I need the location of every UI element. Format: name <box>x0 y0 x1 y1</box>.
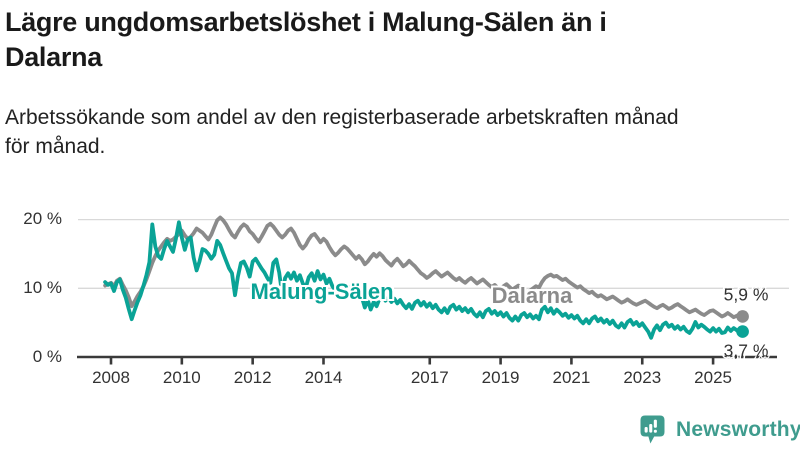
y-axis-label-20: 20 % <box>23 209 62 229</box>
y-axis-label-0: 0 % <box>32 346 62 366</box>
series-label-malung-s-len: Malung-Sälen <box>250 279 394 304</box>
x-axis-label-2014: 2014 <box>304 368 343 387</box>
chart-subtitle: Arbetssökande som andel av den registerb… <box>5 103 785 161</box>
newsworthy-wordmark: Newsworthy <box>676 418 800 441</box>
x-axis-label-2010: 2010 <box>162 368 201 387</box>
newsworthy-logo: Newsworthy <box>640 415 800 445</box>
y-axis-label-10: 10 % <box>23 277 62 297</box>
x-axis-label-2025: 2025 <box>694 368 732 387</box>
page-title: Lägre ungdomsarbetslöshet i Malung-Sälen… <box>5 5 785 75</box>
x-axis-label-2012: 2012 <box>233 368 272 387</box>
page-title-line2: Dalarna <box>5 42 102 72</box>
x-axis-label-2008: 2008 <box>92 368 130 387</box>
x-axis-label-2017: 2017 <box>410 368 449 387</box>
end-dot-dalarna <box>736 310 749 323</box>
chart-subtitle-line2: för månad. <box>5 135 106 158</box>
series-line-dalarna <box>103 215 745 320</box>
series-line-malung-s-len <box>103 220 745 340</box>
x-axis-label-2019: 2019 <box>481 368 520 387</box>
x-axis-label-2023: 2023 <box>623 368 662 387</box>
end-dot-malung-s-len <box>736 325 749 338</box>
end-value-dalarna: 5,9 % <box>723 284 769 305</box>
series-label-dalarna: Dalarna <box>491 283 573 308</box>
newsworthy-bubble-chart-icon <box>640 415 665 444</box>
page-title-line1: Lägre ungdomsarbetslöshet i Malung-Sälen… <box>5 7 607 37</box>
chart-subtitle-line1: Arbetssökande som andel av den registerb… <box>5 106 679 129</box>
x-axis-label-2021: 2021 <box>552 368 591 387</box>
end-value-malung-s-len: 3,7 % <box>723 340 769 361</box>
